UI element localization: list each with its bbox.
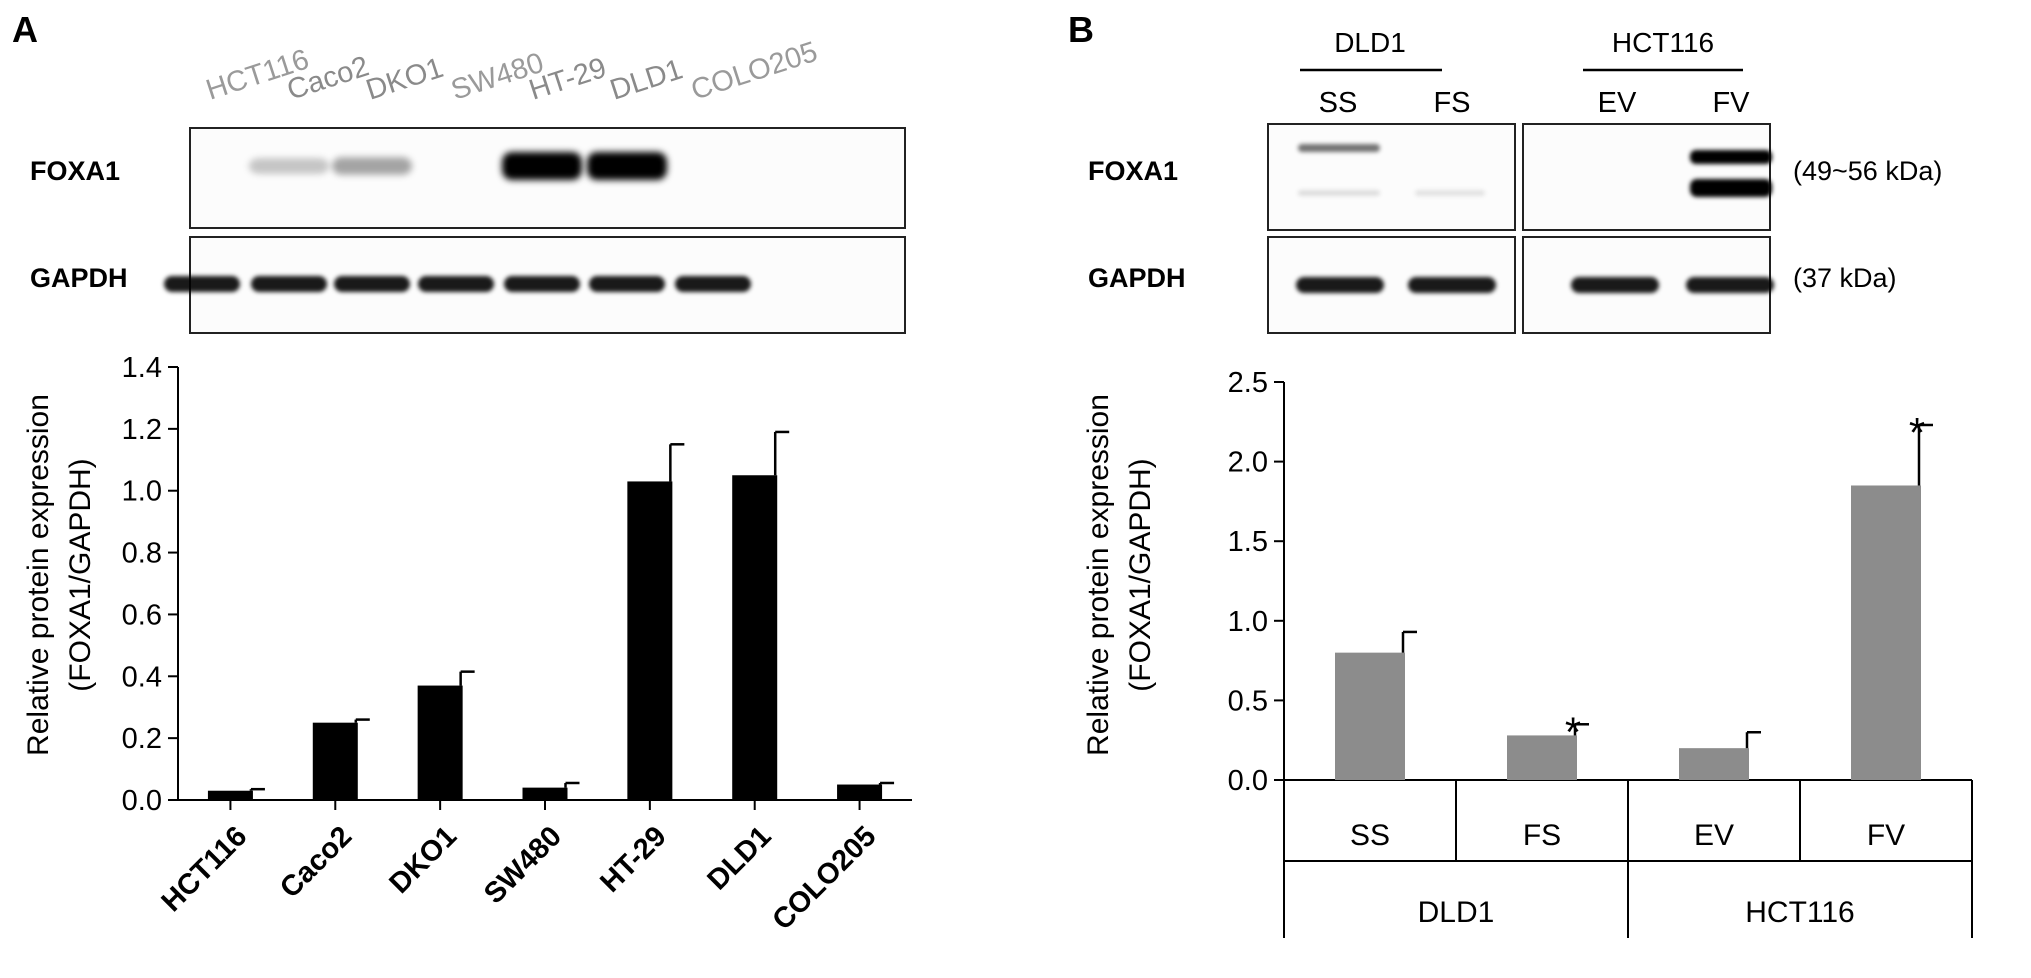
panel-a-gapdh-band-caco2 [251, 276, 327, 292]
panel-a-y-axis: 0.0 0.2 0.4 0.6 0.8 1.0 1.2 1.4 [122, 352, 179, 817]
panel-b-blot-lane-ev: EV [1598, 87, 1637, 119]
panel-a-bar-caco2 [312, 722, 358, 800]
panel-b-foxa1-blot-frame-dld1 [1267, 123, 1516, 231]
panel-b-x-tick-label-ss: SS [1350, 819, 1390, 852]
panel-b-y-tick-label: 2.5 [1228, 367, 1268, 399]
panel-b-blot-bands [1296, 144, 1774, 293]
panel-a-y-tick-label: 0.4 [122, 661, 162, 693]
panel-b-blot-lane-ss: SS [1319, 87, 1358, 119]
panel-a-y-tick-label: 1.2 [122, 414, 162, 446]
panel-b-x-tick-label-fs: FS [1523, 819, 1561, 852]
panel-b-y-axis: 0.0 0.5 1.0 1.5 2.0 2.5 [1228, 367, 1285, 797]
panel-a-foxa1-band-dld1 [587, 152, 667, 180]
panel-b-foxa1-band-ss [1298, 144, 1380, 152]
panel-b-foxa1-band-ss-lower [1298, 190, 1380, 196]
panel-b-foxa1-mw-label: (49~56 kDa) [1793, 156, 1942, 186]
panel-b-foxa1-band-fs [1415, 190, 1485, 196]
panel-b-y-tick-label: 1.5 [1228, 526, 1268, 558]
panel-a-bar-colo205 [837, 784, 883, 800]
panel-b-gapdh-band-fs [1408, 277, 1496, 293]
panel-b-group-label-dld1: DLD1 [1334, 27, 1406, 58]
panel-a-foxa1-band-caco2 [249, 158, 329, 174]
panel-b-letter: B [1068, 9, 1094, 50]
panel-b-gapdh-row-label: GAPDH [1088, 263, 1186, 293]
panel-b-group-label-hct116: HCT116 [1612, 27, 1714, 58]
panel-a-x-tick-label-colo205: COLO205 [766, 820, 882, 936]
panel-b-x-axis: SS FS EV FV DLD1 HCT116 [1283, 779, 1973, 938]
panel-b-bar-fv [1851, 485, 1921, 780]
panel-a-bar-hct116 [207, 790, 253, 800]
panel-b-bar-ev [1679, 748, 1749, 780]
panel-a-bars [207, 430, 895, 800]
panel-a-x-tick-label-hct116: HCT116 [156, 820, 254, 918]
panel-b-x-tick-label-fv: FV [1867, 819, 1905, 852]
panel-a-blot-lane-colo205: COLO205 [687, 36, 821, 107]
panel-a-foxa1-row-label: FOXA1 [30, 156, 120, 186]
panel-a-letter: A [12, 9, 38, 50]
panel-b-bars: ** [1335, 409, 1933, 780]
panel-a-x-tick-label-dko1: DKO1 [383, 820, 463, 900]
panel-a-bar-dld1 [732, 475, 778, 800]
panel-a-y-axis-label-line2: (FOXA1/GAPDH) [64, 458, 97, 691]
panel-b-foxa1-band-fv-upper [1690, 150, 1772, 164]
panel-b-blot-lane-fv: FV [1712, 87, 1750, 119]
panel-b-y-axis-label-line2: (FOXA1/GAPDH) [1124, 458, 1157, 691]
panel-b-blot-lane-labels: SS FS EV FV [1319, 87, 1751, 119]
panel-a-blot-lane-dld1: DLD1 [606, 53, 686, 106]
panel-b-foxa1-row-label: FOXA1 [1088, 156, 1178, 186]
panel-b-significance-fs: * [1565, 708, 1581, 755]
panel-b-foxa1-band-fv-lower [1690, 179, 1772, 197]
panel-a-gapdh-band-hct116 [164, 276, 240, 292]
panel-a-x-tick-label-dld1: DLD1 [701, 820, 777, 896]
panel-a-bar-dko1 [417, 685, 463, 800]
panel-a-gapdh-band-colo205 [675, 276, 751, 292]
panel-a-blot-bands [164, 152, 751, 292]
panel-b-y-tick-label: 2.0 [1228, 447, 1268, 479]
panel-a-gapdh-row-label: GAPDH [30, 263, 128, 293]
panel-a-y-tick-label: 0.2 [122, 723, 162, 755]
panel-a-bar-ht-29 [627, 481, 673, 800]
panel-b-gapdh-band-fv [1686, 277, 1774, 293]
panel-b-blot-lane-fs: FS [1433, 87, 1470, 119]
panel-a-blot-lane-dko1: DKO1 [362, 52, 447, 107]
panel-a-y-tick-label: 1.4 [122, 352, 162, 384]
panel-a-foxa1-band-dko1 [332, 157, 412, 175]
panel-b-y-axis-label-line1: Relative protein expression [1082, 394, 1115, 756]
panel-a-x-tick-label-ht-29: HT-29 [594, 820, 672, 898]
panel-a-y-tick-label: 0.6 [122, 599, 162, 631]
panel-b-gapdh-mw-label: (37 kDa) [1793, 263, 1897, 293]
panel-b-gapdh-band-ev [1571, 277, 1659, 293]
panel-a-y-tick-label: 0.8 [122, 538, 162, 570]
panel-b-group-axis-label-dld1: DLD1 [1418, 896, 1495, 929]
panel-b-bar-fs [1507, 735, 1577, 780]
panel-a-foxa1-band-ht-29 [502, 152, 582, 180]
panel-a-y-axis-label-line1: Relative protein expression [22, 394, 55, 756]
panel-a-gapdh-band-sw480 [418, 276, 494, 292]
panel-a-gapdh-band-dko1 [334, 276, 410, 292]
panel-b: B DLD1 HCT116 SS FS EV FV FOXA1 GAPDH (49~5… [1068, 9, 1973, 938]
panel-b-y-tick-label: 1.0 [1228, 606, 1268, 638]
panel-a-y-tick-label: 0.0 [122, 785, 162, 817]
panel-a-y-tick-label: 1.0 [122, 476, 162, 508]
panel-b-y-tick-label: 0.0 [1228, 765, 1268, 797]
panel-a-x-tick-label-caco2: Caco2 [274, 820, 358, 904]
panel-a-gapdh-band-ht-29 [504, 276, 580, 292]
panel-a-bar-sw480 [522, 787, 568, 800]
panel-b-bar-ss [1335, 652, 1405, 780]
panel-b-gapdh-band-ss [1296, 277, 1384, 293]
panel-b-x-tick-label-ev: EV [1694, 819, 1734, 852]
panel-a-x-tick-label-sw480: SW480 [478, 820, 568, 910]
panel-b-significance-fv: * [1909, 409, 1925, 456]
panel-a-gapdh-band-dld1 [589, 276, 665, 292]
panel-b-foxa1-blot-frame-hct116 [1522, 123, 1771, 231]
panel-b-y-tick-label: 0.5 [1228, 685, 1268, 717]
panel-b-group-axis-label-hct116: HCT116 [1745, 896, 1854, 929]
